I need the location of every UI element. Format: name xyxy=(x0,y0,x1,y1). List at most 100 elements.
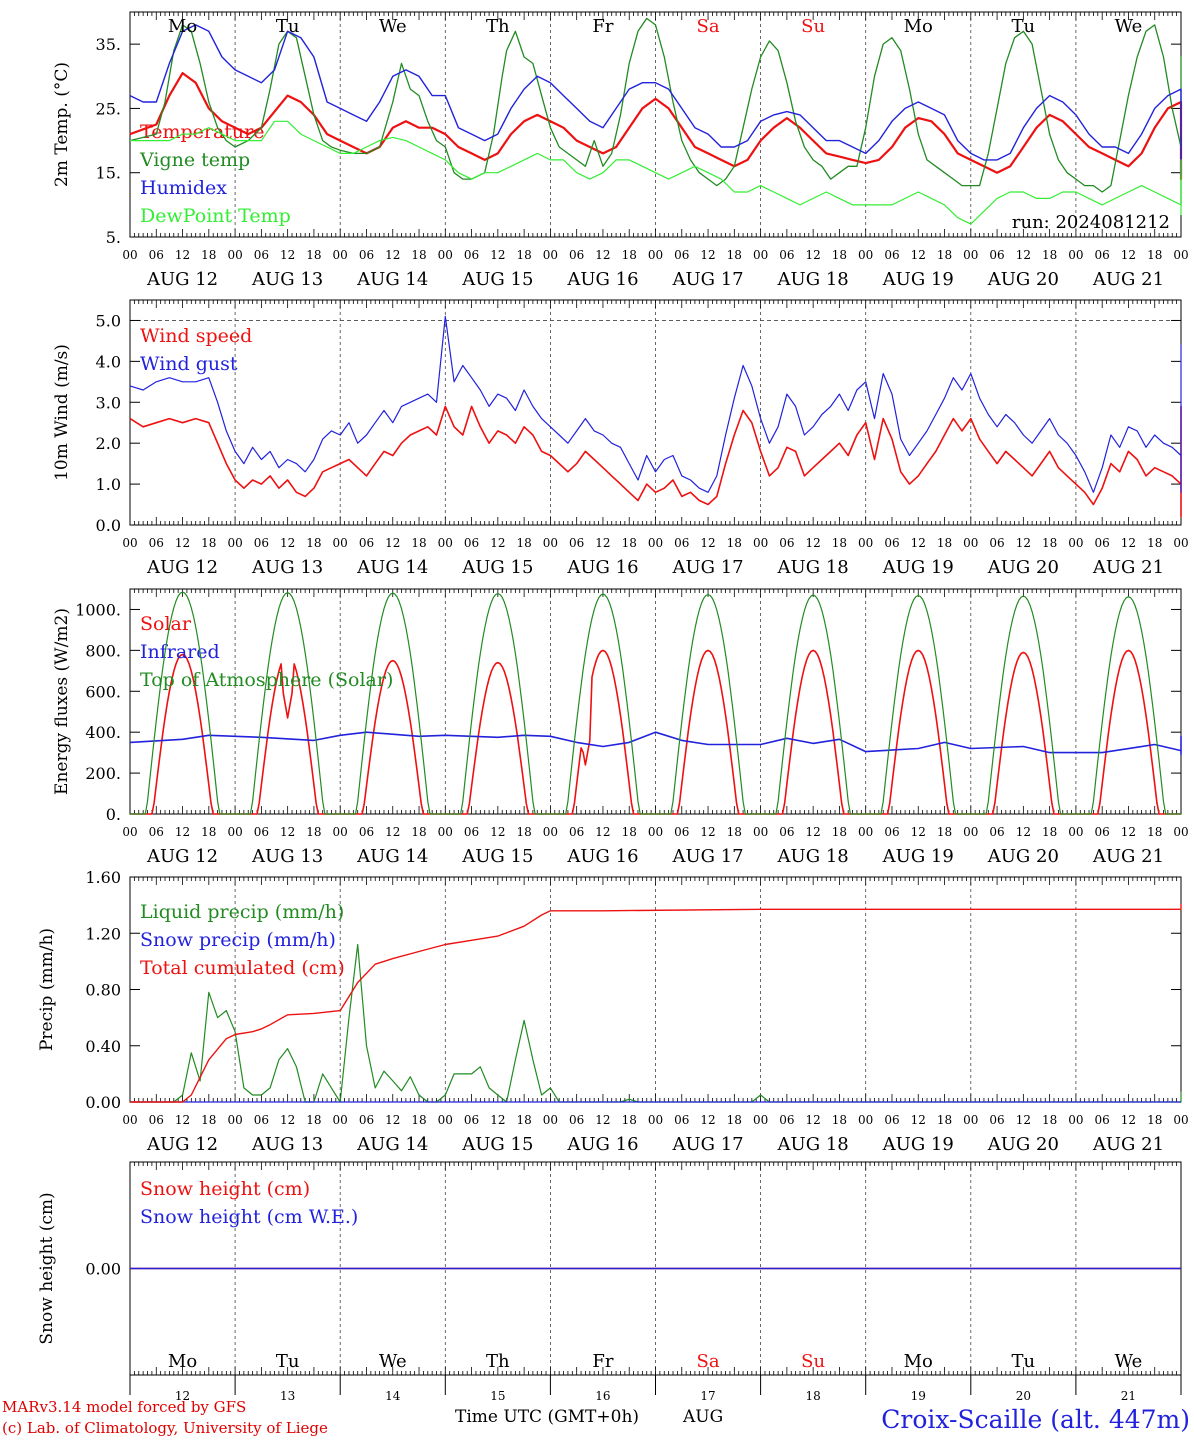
x-date-label: AUG 16 xyxy=(566,557,638,578)
x-tick-label: 12 xyxy=(806,1113,821,1127)
x-tick-label: 06 xyxy=(464,248,479,262)
x-tick-label: 00 xyxy=(963,1113,978,1127)
x-date-label: AUG 19 xyxy=(882,846,954,867)
x-date-label: AUG 15 xyxy=(461,846,533,867)
x-tick-label: 12 xyxy=(490,536,505,550)
weekday-label: Mo xyxy=(168,16,197,37)
x-tick-label: 12 xyxy=(175,536,190,550)
x-tick-label: 18 xyxy=(1042,1113,1057,1127)
x-tick-label: 18 xyxy=(201,248,216,262)
x-tick-label: 00 xyxy=(543,825,558,839)
x-tick-label: 18 xyxy=(516,1113,531,1127)
x-tick-label: 00 xyxy=(438,248,453,262)
weekday-label: Su xyxy=(801,1351,825,1372)
model-note: MARv3.14 model forced by GFS xyxy=(2,1398,246,1416)
x-tick-label: 18 xyxy=(727,248,742,262)
x-tick-label: 06 xyxy=(674,248,689,262)
x-tick-label: 06 xyxy=(989,1113,1004,1127)
x-tick-label: 12 xyxy=(806,248,821,262)
x-tick-label: 12 xyxy=(1016,825,1031,839)
x-tick-label: 18 xyxy=(306,248,321,262)
x-tick-label: 12 xyxy=(175,1113,190,1127)
x-tick-label: 00 xyxy=(438,536,453,550)
x-date-label: AUG 18 xyxy=(777,269,849,290)
x-tick-label: 06 xyxy=(884,825,899,839)
x-tick-label: 06 xyxy=(464,536,479,550)
series-line-vigne-temp xyxy=(129,17,1182,206)
y-tick-label: 35. xyxy=(96,35,121,54)
y-tick-label: 1.20 xyxy=(85,924,121,943)
weekday-label: Sa xyxy=(697,1351,720,1372)
legend-entry: Total cumulated (cm) xyxy=(140,957,345,979)
legend-entry: DewPoint Temp xyxy=(140,205,291,227)
x-tick-label: 12 xyxy=(700,536,715,550)
y-tick-label: 800. xyxy=(85,641,121,660)
x-tick-label: 00 xyxy=(122,536,137,550)
x-tick-label: 12 xyxy=(595,536,610,550)
y-axis-label: Snow height (cm) xyxy=(37,1192,57,1344)
x-tick-label: 06 xyxy=(359,536,374,550)
x-tick-label: 18 xyxy=(411,1113,426,1127)
x-tick-label: 18 xyxy=(727,825,742,839)
y-tick-label: 600. xyxy=(85,682,121,701)
legend-entry: Solar xyxy=(140,613,192,635)
x-tick-label: 18 xyxy=(832,248,847,262)
x-tick-label: 06 xyxy=(149,248,164,262)
x-tick-label: 12 xyxy=(806,825,821,839)
x-tick-label: 06 xyxy=(884,536,899,550)
x-tick-label: 06 xyxy=(779,536,794,550)
x-tick-label: 00 xyxy=(227,1113,242,1127)
x-tick-label: 06 xyxy=(884,1113,899,1127)
day-number-label: 19 xyxy=(911,1389,926,1403)
x-tick-label: 00 xyxy=(963,536,978,550)
x-tick-label: 12 xyxy=(1016,248,1031,262)
y-tick-label: 0.80 xyxy=(85,981,121,1000)
panel-5: 0.00 Snow height (cm) Snow height (cm) Snow… xyxy=(37,1161,1182,1376)
x-tick-label: 18 xyxy=(201,536,216,550)
x-tick-label: 12 xyxy=(911,825,926,839)
x-tick-label: 06 xyxy=(569,536,584,550)
x-date-label: AUG 14 xyxy=(356,846,428,867)
x-tick-label: 00 xyxy=(1173,1113,1188,1127)
x-tick-label: 06 xyxy=(149,1113,164,1127)
x-tick-label: 00 xyxy=(648,536,663,550)
y-axis-label: 10m Wind (m/s) xyxy=(52,344,72,481)
y-tick-label: 0. xyxy=(106,805,121,824)
x-tick-label: 00 xyxy=(1173,248,1188,262)
x-tick-label: 18 xyxy=(622,825,637,839)
x-date-label: AUG 12 xyxy=(146,846,218,867)
y-tick-label: 5.0 xyxy=(96,311,121,330)
y-tick-label: 4.0 xyxy=(96,352,121,371)
x-axis-month: AUG xyxy=(682,1407,723,1427)
day-number-label: 12 xyxy=(175,1389,190,1403)
x-date-label: AUG 12 xyxy=(146,557,218,578)
x-tick-label: 00 xyxy=(1068,825,1083,839)
x-date-label: AUG 19 xyxy=(882,269,954,290)
weekday-label: Mo xyxy=(904,1351,933,1372)
x-tick-label: 06 xyxy=(779,825,794,839)
x-tick-label: 00 xyxy=(438,1113,453,1127)
panel-frame xyxy=(129,11,1182,238)
x-tick-label: 12 xyxy=(595,825,610,839)
day-number-label: 17 xyxy=(700,1389,715,1403)
x-tick-label: 06 xyxy=(359,1113,374,1127)
x-tick-label: 18 xyxy=(306,825,321,839)
x-tick-label: 00 xyxy=(753,1113,768,1127)
x-tick-label: 06 xyxy=(254,536,269,550)
weekday-label: We xyxy=(1115,1351,1143,1372)
weekday-label: Sa xyxy=(697,16,720,37)
x-tick-label: 18 xyxy=(516,825,531,839)
x-date-label: AUG 13 xyxy=(251,557,323,578)
x-tick-label: 00 xyxy=(648,248,663,262)
legend-entry: Liquid precip (mm/h) xyxy=(140,901,344,923)
x-tick-label: 06 xyxy=(254,1113,269,1127)
x-date-label: AUG 20 xyxy=(987,846,1059,867)
x-tick-label: 12 xyxy=(700,1113,715,1127)
x-date-label: AUG 21 xyxy=(1092,846,1164,867)
x-tick-label: 12 xyxy=(280,536,295,550)
x-tick-label: 12 xyxy=(911,248,926,262)
x-tick-label: 00 xyxy=(963,248,978,262)
series-line-top-of-atmosphere-solar- xyxy=(130,591,1181,815)
x-tick-label: 00 xyxy=(1173,536,1188,550)
legend-entry: Snow height (cm W.E.) xyxy=(140,1206,358,1228)
